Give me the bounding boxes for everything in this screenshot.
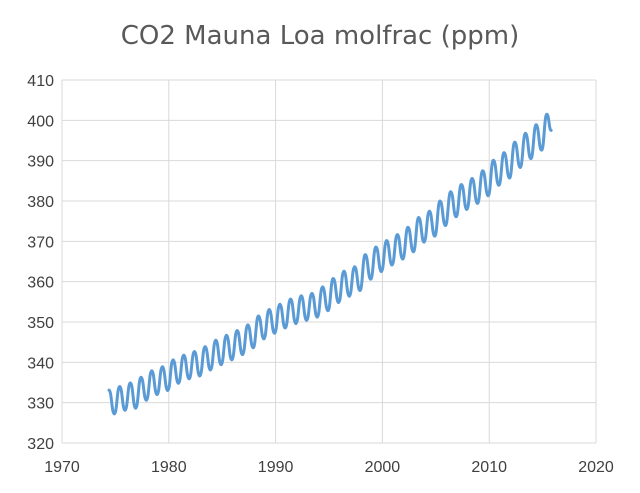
x-tick-label: 1970 xyxy=(44,459,80,476)
y-tick-label: 330 xyxy=(27,396,54,413)
x-tick-label: 2000 xyxy=(365,459,401,476)
y-tick-label: 340 xyxy=(27,355,54,372)
y-tick-label: 390 xyxy=(27,154,54,171)
x-axis-tick-labels: 1970 1980 1990 2000 2010 2020 xyxy=(44,459,614,476)
y-tick-label: 360 xyxy=(27,275,54,292)
y-tick-label: 380 xyxy=(27,194,54,211)
x-tick-label: 1980 xyxy=(151,459,187,476)
y-tick-label: 350 xyxy=(27,315,54,332)
y-axis-tick-labels: 320 330 340 350 360 370 380 390 400 410 xyxy=(27,73,54,453)
gridlines xyxy=(61,79,597,444)
series-line-co2 xyxy=(107,112,553,416)
chart-title: CO2 Mauna Loa molfrac (ppm) xyxy=(121,21,520,51)
x-tick-label: 1990 xyxy=(258,459,294,476)
y-tick-label: 320 xyxy=(27,436,54,453)
x-tick-label: 2020 xyxy=(578,459,614,476)
y-tick-label: 410 xyxy=(27,73,54,90)
y-tick-label: 400 xyxy=(27,113,54,130)
series-layer xyxy=(107,112,553,416)
x-tick-label: 2010 xyxy=(471,459,507,476)
y-tick-label: 370 xyxy=(27,234,54,251)
